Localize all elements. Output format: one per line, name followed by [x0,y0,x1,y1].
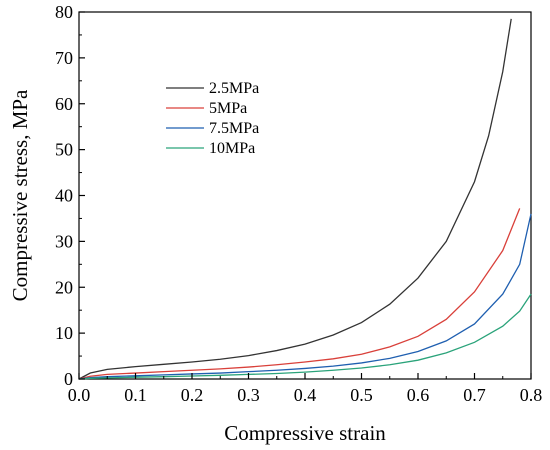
x-tick-label: 0.1 [124,385,147,405]
x-tick-label: 0.3 [237,385,260,405]
x-axis-label: Compressive strain [224,421,386,445]
y-tick-label: 30 [55,231,73,251]
y-tick-label: 80 [55,2,73,22]
y-tick-label: 40 [55,186,73,206]
legend-label: 5MPa [209,100,247,117]
x-tick-label: 0.2 [181,385,204,405]
y-axis-label: Compressive stress, MPa [8,89,32,301]
legend-label: 7.5MPa [209,120,259,137]
y-tick-label: 60 [55,94,73,114]
series-curves [78,18,532,380]
x-tick-label: 0.0 [68,385,91,405]
legend: 2.5MPa 5MPa 7.5MPa 10MPa [166,80,259,157]
x-tick-label: 0.5 [350,385,373,405]
x-tick-label: 0.8 [520,385,543,405]
legend-label: 2.5MPa [209,80,259,97]
plot-area: 0.0 0.1 0.2 0.3 0.4 0.5 0.6 0.7 0.8 0 10 20 30 40 50 6… [55,2,542,405]
y-tick-label: 10 [55,323,73,343]
y-axis-ticks: 0 10 20 30 40 50 60 70 80 [55,2,85,389]
x-axis-ticks: 0.0 0.1 0.2 0.3 0.4 0.5 0.6 0.7 0.8 [68,373,543,405]
x-tick-label: 0.7 [463,385,486,405]
plot-frame [78,11,532,380]
y-tick-label: 20 [55,277,73,297]
y-tick-label: 0 [64,369,73,389]
y-tick-label: 70 [55,48,73,68]
y-tick-label: 50 [55,140,73,160]
x-tick-label: 0.4 [294,385,317,405]
x-tick-label: 0.6 [407,385,430,405]
series-line-5mpa [78,208,521,380]
series-line-2-5mpa [78,18,512,380]
legend-label: 10MPa [209,140,255,157]
series-line-7-5mpa [78,213,532,380]
